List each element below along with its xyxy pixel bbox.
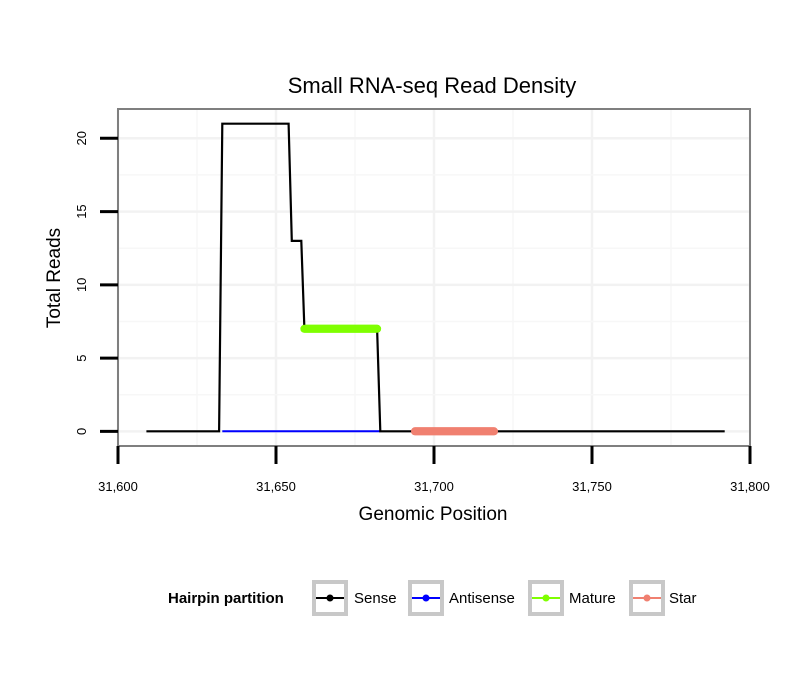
legend-key-dot-mature (542, 594, 550, 602)
series-line-sense (146, 122, 725, 433)
x-tick-label: 31,750 (572, 479, 612, 494)
y-axis-label: Total Reads (44, 228, 65, 328)
legend-label-mature: Mature (569, 590, 616, 607)
x-tick-label: 31,650 (256, 479, 296, 494)
x-axis-label: Genomic Position (359, 504, 508, 525)
legend-label-star: Star (669, 590, 697, 607)
legend: Hairpin partition Sense Antisense Mature St… (168, 580, 697, 616)
y-tick-label: 10 (74, 278, 89, 292)
legend-key-dot-star (643, 594, 651, 602)
x-tick-label: 31,800 (730, 479, 770, 494)
y-axis: 0 5 10 15 20 (74, 131, 118, 435)
x-tick-label: 31,700 (414, 479, 454, 494)
legend-key-dot-antisense (422, 594, 430, 602)
legend-title: Hairpin partition (168, 590, 284, 607)
x-axis: 31,600 31,650 31,700 31,750 31,800 (98, 446, 770, 494)
series-layer (146, 122, 725, 436)
legend-key-dot-sense (326, 594, 334, 602)
chart-title: Small RNA-seq Read Density (288, 73, 577, 98)
legend-label-antisense: Antisense (449, 590, 515, 607)
x-tick-label: 31,600 (98, 479, 138, 494)
y-tick-label: 20 (74, 131, 89, 145)
grid (116, 109, 752, 446)
y-tick-label: 5 (74, 354, 89, 361)
y-tick-label: 15 (74, 204, 89, 218)
legend-label-sense: Sense (354, 590, 397, 607)
y-tick-label: 0 (74, 428, 89, 435)
